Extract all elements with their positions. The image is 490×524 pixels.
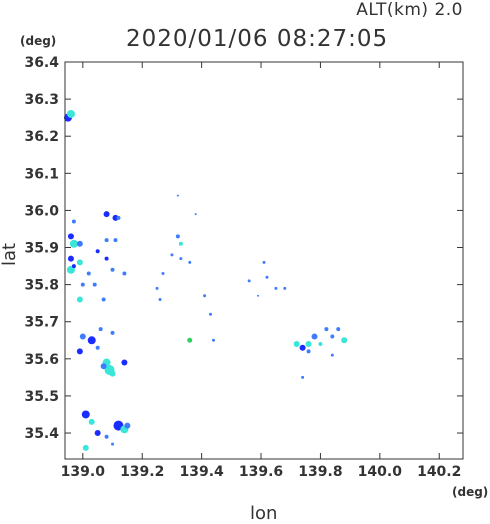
data-point xyxy=(104,238,109,243)
data-points xyxy=(63,109,348,451)
data-point xyxy=(80,282,85,287)
data-point xyxy=(104,256,109,261)
y-tick-label: 35.5 xyxy=(24,389,59,405)
data-point xyxy=(262,260,266,264)
y-tick-label: 35.4 xyxy=(24,426,59,442)
data-point xyxy=(265,275,269,279)
data-point xyxy=(188,260,192,264)
data-point xyxy=(318,341,323,346)
data-point xyxy=(109,370,116,377)
x-axis-label: lon xyxy=(250,503,278,524)
y-tick-label: 35.8 xyxy=(24,278,59,294)
data-point xyxy=(92,282,97,287)
data-point xyxy=(98,327,103,332)
data-point xyxy=(100,363,107,370)
y-tick-label: 35.6 xyxy=(24,352,59,368)
data-point xyxy=(87,336,96,345)
y-tick-label: 36.4 xyxy=(24,55,59,71)
x-tick-label: 139.2 xyxy=(120,464,164,480)
data-point xyxy=(82,444,89,451)
data-point xyxy=(124,422,131,429)
data-point xyxy=(175,234,180,239)
data-point xyxy=(179,257,183,261)
x-tick-label: 140.0 xyxy=(358,464,403,480)
data-point xyxy=(113,238,118,243)
y-tick-label: 36.3 xyxy=(24,92,59,108)
data-point xyxy=(341,337,348,344)
data-point xyxy=(178,241,183,246)
data-point xyxy=(103,211,110,218)
altitude-label-text: ALT(km) xyxy=(356,0,429,20)
data-point xyxy=(76,259,83,266)
data-point xyxy=(311,333,318,340)
altitude-label: ALT(km) 2.0 xyxy=(356,0,463,20)
data-point xyxy=(88,418,95,425)
data-point xyxy=(203,294,207,298)
data-point xyxy=(299,344,306,351)
data-point xyxy=(324,327,329,332)
axis-ticks: 139.0 139.2 139.4 139.6 139.8 140.0 140.2 35.4 3… xyxy=(24,55,463,480)
data-point xyxy=(110,330,115,335)
data-point xyxy=(67,255,74,262)
data-point xyxy=(155,286,159,290)
y-tick-label: 35.7 xyxy=(24,315,59,331)
altitude-value: 2.0 xyxy=(434,0,463,20)
data-point xyxy=(209,312,213,316)
data-point xyxy=(293,340,300,347)
plot-frame xyxy=(64,61,464,460)
data-point xyxy=(69,239,78,248)
data-point xyxy=(81,410,90,419)
data-point xyxy=(71,219,76,224)
data-point xyxy=(170,253,174,257)
data-point xyxy=(104,434,109,439)
y-tick-label: 36.0 xyxy=(24,203,59,219)
x-tick-label: 140.2 xyxy=(417,464,461,480)
data-point xyxy=(110,267,115,272)
data-point xyxy=(116,215,121,220)
data-point xyxy=(86,271,91,276)
y-tick-label: 36.2 xyxy=(24,129,59,145)
data-point xyxy=(71,264,76,269)
data-point xyxy=(247,279,251,283)
x-tick-label: 139.0 xyxy=(61,464,106,480)
data-point xyxy=(336,327,341,332)
x-axis-unit: (deg) xyxy=(452,485,489,499)
data-point xyxy=(79,333,86,340)
data-point xyxy=(283,286,287,290)
data-point xyxy=(301,375,305,379)
data-point xyxy=(161,271,165,275)
data-point xyxy=(305,340,312,347)
data-point xyxy=(176,194,179,197)
data-point xyxy=(67,233,74,240)
data-point xyxy=(158,297,162,301)
data-point xyxy=(257,294,260,297)
data-point xyxy=(101,297,106,302)
data-point xyxy=(187,337,193,343)
data-point xyxy=(330,353,334,357)
data-point xyxy=(94,430,101,437)
data-point xyxy=(76,348,83,355)
data-point xyxy=(111,442,115,446)
y-axis-unit: (deg) xyxy=(20,34,57,48)
x-tick-label: 139.6 xyxy=(239,464,283,480)
data-point xyxy=(306,349,311,354)
data-point xyxy=(330,334,335,339)
y-tick-label: 36.1 xyxy=(24,166,59,182)
data-point xyxy=(121,359,128,366)
data-point xyxy=(76,240,83,247)
data-point xyxy=(95,345,100,350)
data-point xyxy=(122,271,127,276)
data-point xyxy=(112,214,119,221)
x-tick-label: 139.4 xyxy=(179,464,224,480)
chart-title: 2020/01/06 08:27:05 xyxy=(126,26,389,52)
data-point xyxy=(66,109,75,118)
y-tick-label: 35.9 xyxy=(24,241,59,257)
x-tick-label: 139.8 xyxy=(298,464,342,480)
data-point xyxy=(212,338,216,342)
data-point xyxy=(76,296,83,303)
data-point xyxy=(95,249,100,254)
data-point xyxy=(194,213,197,216)
data-point xyxy=(274,286,278,290)
